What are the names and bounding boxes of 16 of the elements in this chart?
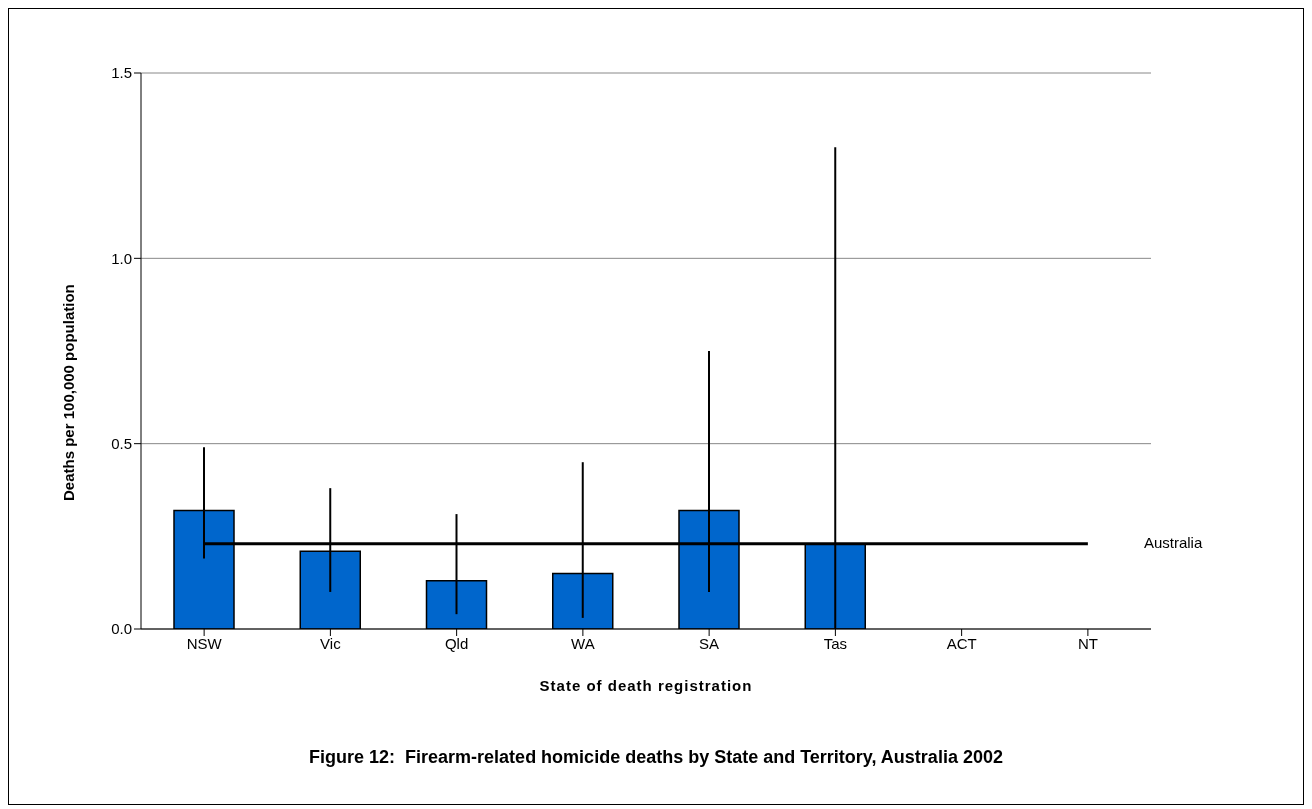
x-tick-label: Vic — [320, 634, 342, 652]
x-tick-label: WA — [571, 634, 595, 652]
x-tick-label: Tas — [823, 634, 848, 652]
x-axis-title: State of death registration — [539, 677, 753, 694]
y-tick-label: 1.5 — [111, 64, 132, 82]
x-tick-label: NSW — [186, 634, 223, 652]
x-tick-label: ACT — [946, 634, 977, 652]
text: Figure 12: Firearm-related homicide deaths by State and Territory, Australia 2002 — [308, 747, 1004, 768]
y-tick-label: 0.0 — [111, 620, 132, 638]
x-tick-label: SA — [699, 634, 720, 652]
y-axis-title: Deaths per 100,000 population — [60, 284, 78, 501]
y-tick-label: 0.5 — [111, 434, 132, 452]
x-tick-label: Qld — [444, 634, 469, 652]
text: Australia — [1143, 533, 1203, 551]
y-tick-label: 1.0 — [111, 249, 132, 267]
x-tick-label: NT — [1077, 634, 1098, 652]
